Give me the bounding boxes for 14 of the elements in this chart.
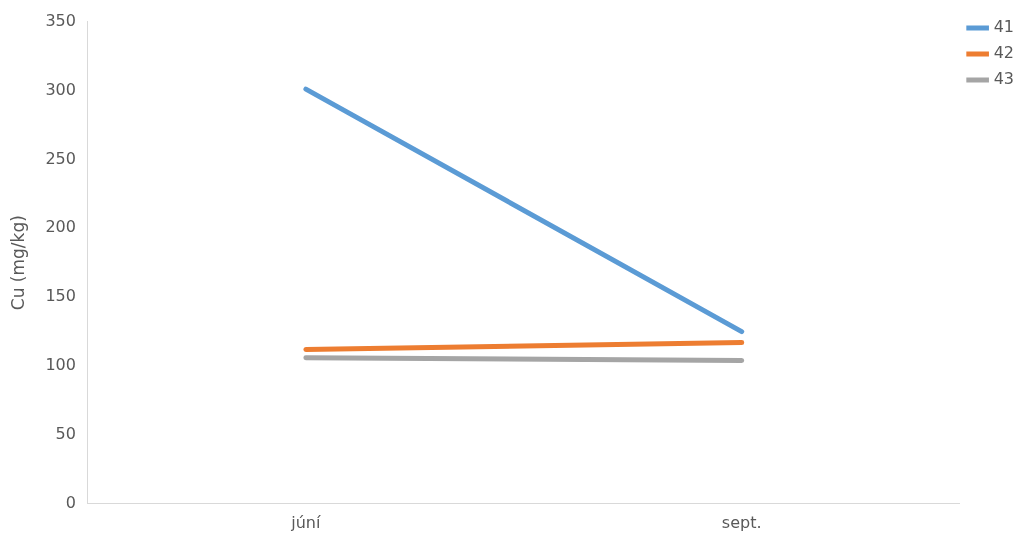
x-tick-label: sept. [721,512,762,532]
y-axis-title: Cu (mg/kg) [7,215,28,311]
y-tick-label: 50 [55,424,76,444]
legend-label: 41 [993,17,1014,37]
legend-label: 42 [993,43,1014,63]
y-tick-label: 300 [45,79,76,99]
legend-label: 43 [993,69,1014,89]
y-tick-label: 250 [45,148,76,168]
y-tick-label: 350 [45,10,76,30]
y-tick-label: 100 [45,355,76,375]
y-tick-label: 0 [65,492,76,512]
y-tick-label: 200 [45,217,76,237]
x-tick-label: júní [290,512,322,532]
y-tick-label: 150 [45,286,76,306]
